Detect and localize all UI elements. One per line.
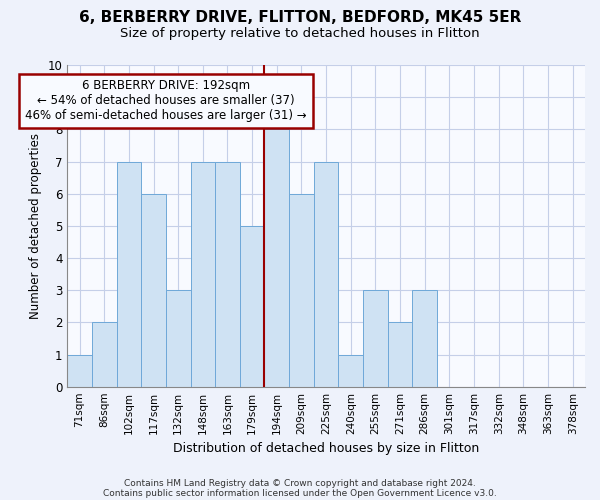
Bar (166, 290, 191, 386)
Bar (141, 194, 166, 386)
Bar (116, 162, 141, 386)
Bar (191, 162, 215, 386)
Text: 6, BERBERRY DRIVE, FLITTON, BEDFORD, MK45 5ER: 6, BERBERRY DRIVE, FLITTON, BEDFORD, MK4… (79, 10, 521, 25)
Bar (67, 354, 92, 386)
Bar (289, 194, 314, 386)
X-axis label: Distribution of detached houses by size in Flitton: Distribution of detached houses by size … (173, 442, 479, 455)
Text: Size of property relative to detached houses in Flitton: Size of property relative to detached ho… (120, 28, 480, 40)
Text: Contains HM Land Registry data © Crown copyright and database right 2024.: Contains HM Land Registry data © Crown c… (124, 478, 476, 488)
Text: Contains public sector information licensed under the Open Government Licence v3: Contains public sector information licen… (103, 488, 497, 498)
Bar (265, 130, 289, 386)
Bar (338, 354, 363, 386)
Bar (363, 290, 388, 386)
Bar (240, 226, 265, 386)
Bar (215, 162, 240, 386)
Bar (92, 322, 116, 386)
Y-axis label: Number of detached properties: Number of detached properties (29, 133, 42, 319)
Bar (314, 162, 338, 386)
Text: 6 BERBERRY DRIVE: 192sqm
← 54% of detached houses are smaller (37)
46% of semi-d: 6 BERBERRY DRIVE: 192sqm ← 54% of detach… (25, 80, 307, 122)
Bar (388, 322, 412, 386)
Bar (412, 290, 437, 386)
